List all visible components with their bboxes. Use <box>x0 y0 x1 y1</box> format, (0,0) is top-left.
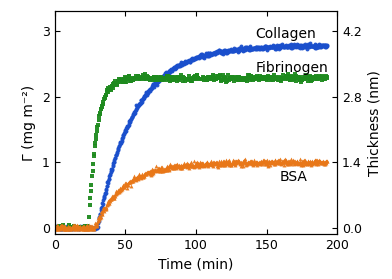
Y-axis label: Thickness (nm): Thickness (nm) <box>368 70 381 176</box>
X-axis label: Time (min): Time (min) <box>158 258 234 272</box>
Text: BSA: BSA <box>279 170 307 184</box>
Y-axis label: Γ (mg m⁻²): Γ (mg m⁻²) <box>22 85 36 161</box>
Text: Collagen: Collagen <box>255 27 316 41</box>
Text: Fibrinogen: Fibrinogen <box>255 61 328 74</box>
